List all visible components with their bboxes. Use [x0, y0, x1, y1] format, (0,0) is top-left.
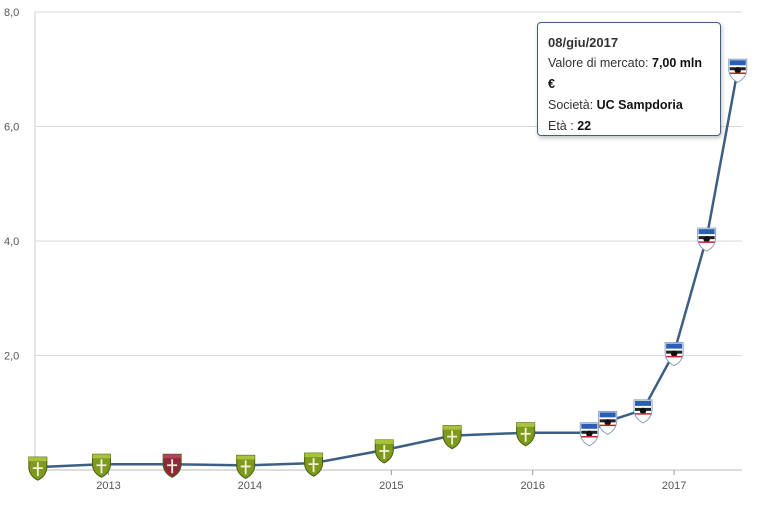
y-axis-ticks: 8,0 6,0 4,0 2,0: [4, 7, 19, 363]
y-tick-label: 2,0: [4, 351, 19, 363]
data-point-green-crest-icon[interactable]: [28, 456, 48, 481]
tooltip-market-value-row: Valore di mercato: 7,00 mln €: [548, 53, 710, 95]
tooltip-market-value: 7,00 mln €: [548, 56, 703, 91]
data-point-maroon-crest-icon[interactable]: [162, 453, 182, 478]
y-tick-label: 4,0: [4, 236, 19, 248]
data-point-green-crest-icon[interactable]: [304, 452, 324, 477]
tooltip: 08/giu/2017 Valore di mercato: 7,00 mln …: [537, 22, 721, 136]
x-tick-label: 2014: [238, 480, 262, 492]
tooltip-date: 08/giu/2017: [548, 35, 619, 50]
x-tick-label: 2013: [96, 480, 120, 492]
data-point-sampdoria-crest-icon[interactable]: [598, 410, 618, 435]
x-axis-ticks: 2013 2014 2015 2016 2017: [96, 470, 686, 492]
tooltip-market-value-label: Valore di mercato:: [548, 56, 649, 70]
x-tick-label: 2015: [379, 480, 403, 492]
x-tick-label: 2016: [520, 480, 544, 492]
data-point-sampdoria-crest-icon[interactable]: [664, 342, 684, 367]
data-point-sampdoria-crest-icon[interactable]: [728, 58, 748, 83]
y-tick-label: 6,0: [4, 122, 19, 134]
data-point-sampdoria-crest-icon[interactable]: [633, 399, 653, 424]
x-tick-label: 2017: [662, 480, 686, 492]
data-point-green-crest-icon[interactable]: [91, 453, 111, 478]
data-point-green-crest-icon[interactable]: [374, 439, 394, 464]
tooltip-club: UC Sampdoria: [596, 98, 683, 112]
data-points: [28, 58, 748, 481]
data-point-green-crest-icon[interactable]: [442, 425, 462, 450]
data-point-sampdoria-crest-icon[interactable]: [579, 422, 599, 447]
y-tick-label: 8,0: [4, 7, 19, 19]
tooltip-club-label: Società:: [548, 98, 594, 112]
tooltip-age: 22: [577, 119, 592, 133]
data-point-sampdoria-crest-icon[interactable]: [697, 227, 717, 252]
tooltip-club-row: Società: UC Sampdoria: [548, 95, 710, 116]
data-point-green-crest-icon[interactable]: [236, 454, 256, 479]
tooltip-age-row: Età : 22: [548, 116, 710, 137]
data-point-green-crest-icon[interactable]: [516, 422, 536, 447]
tooltip-age-label: Età :: [548, 119, 574, 133]
